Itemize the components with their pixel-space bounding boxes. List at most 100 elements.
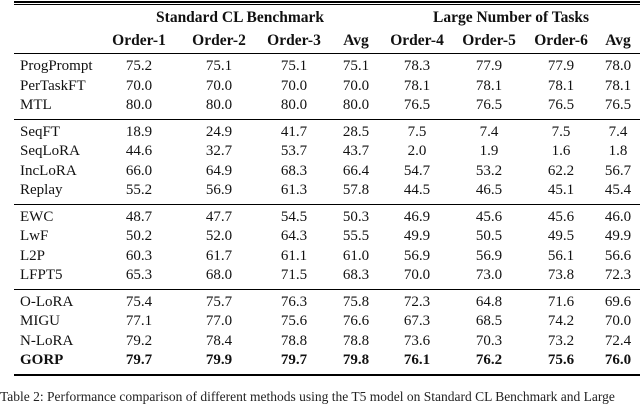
- value-cell: 7.4: [608, 123, 628, 140]
- value-cell: 68.5: [475, 313, 503, 330]
- benchmark-results-table: Standard CL Benchmark Large Number of Ta…: [14, 4, 640, 376]
- value-cell: 79.9: [205, 352, 233, 369]
- method-label: MTL: [20, 97, 52, 114]
- table-group-0: ProgPrompt 75.2 75.1 75.1 75.1 78.3 77.9 77.9 78…: [14, 54, 640, 120]
- value-cell: 46.5: [475, 182, 503, 199]
- value-cell: 72.3: [403, 293, 431, 310]
- value-cell: 18.9: [125, 123, 153, 140]
- value-cell: 71.5: [280, 267, 308, 284]
- value-cell: 72.3: [604, 267, 632, 284]
- value-cell: 75.4: [125, 293, 153, 310]
- method-label: LFPT5: [20, 267, 63, 284]
- value-cell: 78.8: [280, 332, 308, 349]
- value-cell: 67.3: [403, 313, 431, 330]
- method-label: SeqLoRA: [20, 143, 80, 160]
- value-cell: 65.3: [125, 267, 153, 284]
- value-cell: 56.1: [547, 247, 575, 264]
- method-column-header-blank: [14, 5, 98, 30]
- method-label: ProgPrompt: [20, 58, 93, 75]
- value-cell: 69.6: [604, 293, 632, 310]
- value-cell: 44.6: [125, 143, 153, 160]
- col-header-avg-7: Avg: [605, 32, 631, 49]
- value-cell: 77.1: [125, 313, 153, 330]
- col-header-order-4-4: Order-4: [390, 32, 444, 49]
- value-cell: 45.6: [547, 208, 575, 225]
- table-row: LwF 50.2 52.0 64.3 55.5 49.9 50.5 49.5 49.9: [14, 227, 640, 247]
- value-cell: 61.7: [205, 247, 233, 264]
- value-cell: 61.1: [280, 247, 308, 264]
- value-cell: 50.5: [475, 228, 503, 245]
- value-cell: 64.3: [280, 228, 308, 245]
- table-row: L2P 60.3 61.7 61.1 61.0 56.9 56.9 56.1 56.6: [14, 247, 640, 267]
- col-header-order-2-1: Order-2: [192, 32, 246, 49]
- value-cell: 71.6: [547, 293, 575, 310]
- value-cell: 68.0: [205, 267, 233, 284]
- col-header-order-3-2: Order-3: [267, 32, 321, 49]
- method-column-header-blank: [14, 29, 98, 54]
- value-cell: 49.9: [403, 228, 431, 245]
- method-label: PerTaskFT: [20, 77, 86, 94]
- value-cell: 53.7: [280, 143, 308, 160]
- table-group-3: O-LoRA 75.4 75.7 76.3 75.8 72.3 64.8 71.6 69.6 MI…: [14, 289, 640, 375]
- value-cell: 76.5: [403, 97, 431, 114]
- value-cell: 70.0: [604, 313, 632, 330]
- table-group-2: EWC 48.7 47.7 54.5 50.3 46.9 45.6 45.6 46.0 LwF 50…: [14, 204, 640, 289]
- method-label: LwF: [20, 228, 49, 245]
- value-cell: 68.3: [280, 162, 308, 179]
- col-header-avg-3: Avg: [343, 32, 369, 49]
- value-cell: 45.6: [475, 208, 503, 225]
- value-cell: 79.8: [342, 352, 370, 369]
- value-cell: 1.8: [608, 143, 628, 160]
- value-cell: 76.5: [475, 97, 503, 114]
- value-cell: 44.5: [403, 182, 431, 199]
- value-cell: 28.5: [342, 123, 370, 140]
- value-cell: 55.2: [125, 182, 153, 199]
- value-cell: 77.9: [475, 58, 503, 75]
- value-cell: 80.0: [280, 97, 308, 114]
- value-cell: 2.0: [407, 143, 427, 160]
- table-row: SeqFT 18.9 24.9 41.7 28.5 7.5 7.4 7.5 7.4: [14, 119, 640, 142]
- value-cell: 78.1: [547, 77, 575, 94]
- value-cell: 80.0: [205, 97, 233, 114]
- value-cell: 50.2: [125, 228, 153, 245]
- value-cell: 70.0: [342, 77, 370, 94]
- value-cell: 1.6: [551, 143, 571, 160]
- value-cell: 56.7: [604, 162, 632, 179]
- value-cell: 41.7: [280, 123, 308, 140]
- value-cell: 56.9: [403, 247, 431, 264]
- value-cell: 7.4: [479, 123, 499, 140]
- column-group-large-number-of-tasks: Large Number of Tasks: [433, 9, 590, 26]
- value-cell: 54.5: [280, 208, 308, 225]
- value-cell: 56.9: [475, 247, 503, 264]
- value-cell: 78.0: [604, 58, 632, 75]
- method-label: EWC: [20, 208, 54, 225]
- value-cell: 53.2: [475, 162, 503, 179]
- column-group-standard-cl-benchmark: Standard CL Benchmark: [156, 9, 324, 26]
- value-cell: 45.4: [604, 182, 632, 199]
- method-label: SeqFT: [20, 123, 61, 140]
- value-cell: 80.0: [125, 97, 153, 114]
- value-cell: 54.7: [403, 162, 431, 179]
- value-cell: 80.0: [342, 97, 370, 114]
- value-cell: 73.8: [547, 267, 575, 284]
- table-row: GORP 79.7 79.9 79.7 79.8 76.1 76.2 75.6 76.0: [14, 351, 640, 375]
- table-row: SeqLoRA 44.6 32.7 53.7 43.7 2.0 1.9 1.6 1.8: [14, 142, 640, 162]
- value-cell: 70.0: [125, 77, 153, 94]
- value-cell: 57.8: [342, 182, 370, 199]
- value-cell: 75.1: [205, 58, 233, 75]
- value-cell: 75.6: [547, 352, 575, 369]
- value-cell: 70.0: [280, 77, 308, 94]
- value-cell: 1.9: [479, 143, 499, 160]
- value-cell: 7.5: [407, 123, 427, 140]
- value-cell: 48.7: [125, 208, 153, 225]
- value-cell: 78.3: [403, 58, 431, 75]
- value-cell: 79.2: [125, 332, 153, 349]
- value-cell: 55.5: [342, 228, 370, 245]
- value-cell: 70.3: [475, 332, 503, 349]
- value-cell: 77.0: [205, 313, 233, 330]
- value-cell: 56.9: [205, 182, 233, 199]
- method-label: IncLoRA: [20, 162, 77, 179]
- value-cell: 75.1: [342, 58, 370, 75]
- value-cell: 73.0: [475, 267, 503, 284]
- value-cell: 68.3: [342, 267, 370, 284]
